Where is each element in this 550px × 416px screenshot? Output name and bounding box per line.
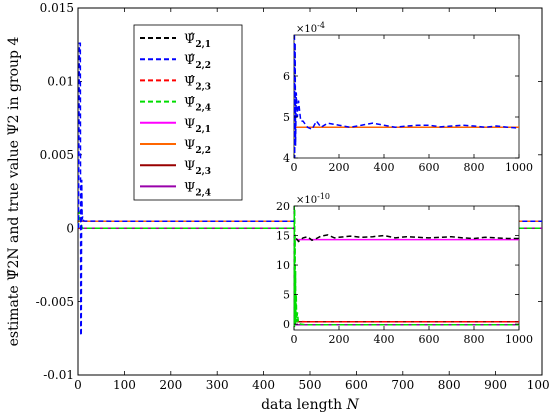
legend-item-2-3: Ψ̂2,3 [140,74,211,92]
main-x-tick-label: 900 [484,378,507,392]
main-x-tick-label: 1000 [527,378,550,392]
inset-bottom-frame [293,205,520,331]
main-x-tick-label: 0 [74,378,82,392]
main-x-tick-label: 500 [299,378,322,392]
legend-item-2-3: Ψ2,3 [140,159,211,177]
inset-top-x-tick-label: 800 [464,161,485,174]
main-x-tick-label: 800 [438,378,461,392]
legend-label: Ψ̂2,1 [184,32,211,50]
inset-top-x-tick-label: 200 [329,161,350,174]
x-axis-label-text: data length [261,397,347,413]
legend-item-2-2: Ψ2,2 [140,138,211,156]
inset-top-y-tick-label: 5 [283,111,290,124]
main-y-tick-label: 0.005 [40,148,74,162]
inset-top-x-tick-label: 0 [291,161,298,174]
x-axis-label: data length N [261,397,360,413]
main-x-tick-label: 400 [252,378,275,392]
legend-item-2-4: Ψ2,4 [140,180,211,198]
legend-label: Ψ2,2 [184,138,211,156]
inset-top-exponent-label: ×10-4 [296,21,325,35]
inset-bottom-y-tick-label: 20 [276,200,290,213]
inset-top-y-tick-label: 4 [283,152,290,165]
main-x-tick-label: 200 [159,378,182,392]
inset-bottom-y-tick-label: 15 [276,229,290,242]
legend-item-2-4: Ψ̂2,4 [140,96,211,114]
main-x-tick-label: 300 [206,378,229,392]
inset-bottom-y-tick-label: 0 [283,318,290,331]
main-x-tick-label: 600 [345,378,368,392]
legend-box [133,24,243,201]
inset-bottom: 0 200 400 600 800 1000 0 5 10 15 20 ×10-10 [276,192,533,346]
legend-label: Ψ̂2,2 [184,53,211,71]
inset-top-x-tick-label: 600 [419,161,440,174]
inset-top-x-tick-label: 400 [374,161,395,174]
main-y-tick-label: 0 [66,221,74,235]
main-series-2-2 [77,42,542,337]
inset-bottom-series-2-1 [295,234,519,243]
inset-bottom-y-tick-label: 5 [283,288,290,301]
legend-label: Ψ̂2,4 [184,96,211,114]
main-y-tick-label: 0.015 [40,1,74,15]
y-axis-label: estimate Ψ̂2N and true value Ψ2 in group… [6,37,22,347]
legend-label: Ψ2,3 [184,159,211,177]
inset-bottom-exponent-label: ×10-10 [296,192,330,206]
main-plot: 01002003004005006007008009001000-0.01-0.… [6,1,550,413]
inset-bottom-x-tick-label: 1000 [505,333,533,346]
inset-bottom-x-tick-label: 0 [291,333,298,346]
inset-bottom-x-tick-label: 800 [464,333,485,346]
legend-label: Ψ2,4 [184,180,211,198]
main-x-tick-label: 700 [391,378,414,392]
inset-bottom-x-tick-label: 600 [419,333,440,346]
legend: Ψ̂2,1 Ψ̂2,2 Ψ̂2,3 Ψ̂2,4 Ψ2,1 Ψ2,2 Ψ2,3 Ψ2,4 [133,24,243,201]
main-y-tick-label: 0.01 [47,75,74,89]
main-y-tick-label: -0.005 [36,295,74,309]
inset-bottom-y-tick-label: 10 [276,259,290,272]
inset-top-y-tick-label: 6 [283,70,290,83]
legend-label: Ψ2,1 [184,117,211,135]
inset-bottom-x-tick-label: 400 [374,333,395,346]
inset-top-frame [293,34,520,159]
inset-top-x-tick-label: 1000 [505,161,533,174]
legend-item-2-2: Ψ̂2,2 [140,53,211,71]
main-y-tick-label: -0.01 [43,368,74,382]
legend-item-2-1: Ψ2,1 [140,117,211,135]
legend-label: Ψ̂2,3 [184,74,211,92]
inset-top: 0 200 400 600 800 1000 4 5 6 ×10-4 [283,21,533,174]
main-x-tick-label: 100 [113,378,136,392]
legend-item-2-1: Ψ̂2,1 [140,32,211,50]
x-axis-label-symbol: N [346,397,360,413]
inset-bottom-x-tick-label: 200 [329,333,350,346]
inset-bottom-series-2-4 [293,205,519,328]
